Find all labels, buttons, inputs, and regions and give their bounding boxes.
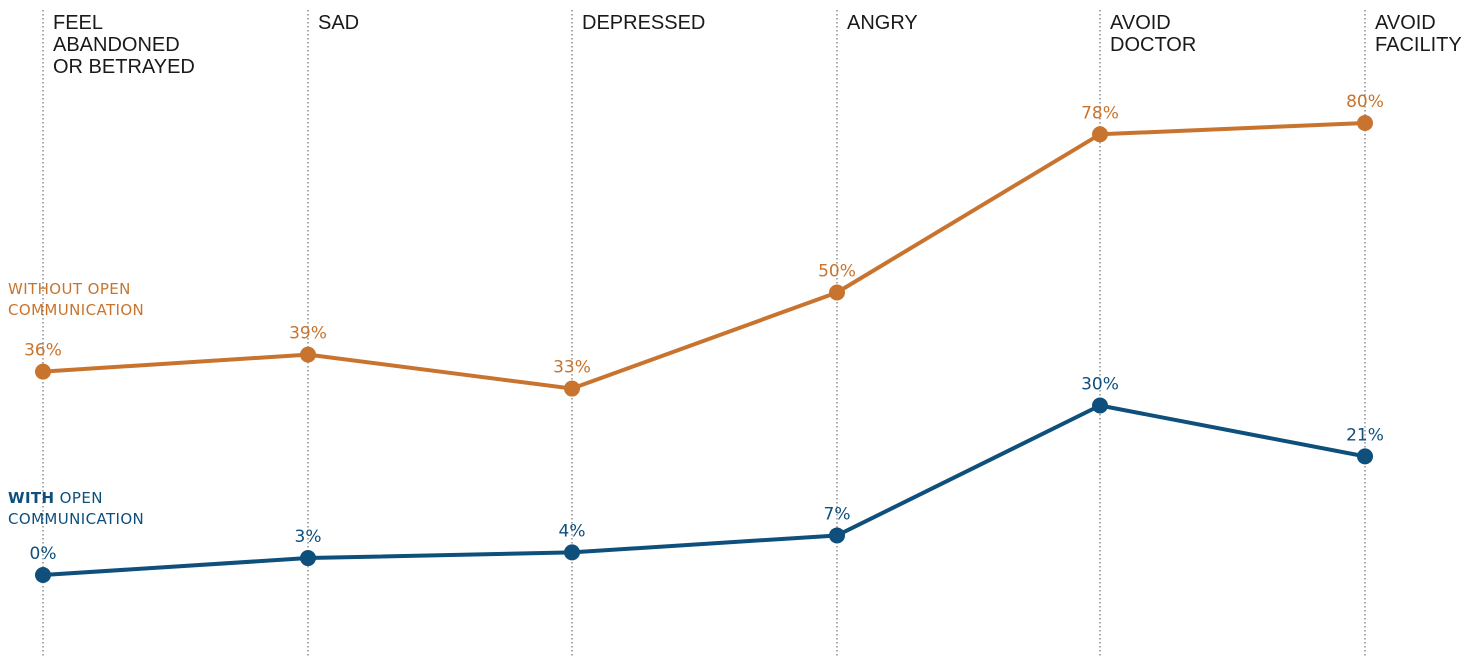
series-line (42, 403, 1366, 577)
category-label: AVOID FACILITY (1375, 12, 1462, 56)
value-label: 78% (1081, 103, 1119, 123)
category-labels: FEEL ABANDONED OR BETRAYED SAD DEPRESSED ANGR… (53, 12, 1462, 78)
value-label: 33% (553, 358, 591, 378)
series-lines (42, 121, 1366, 577)
data-point (1092, 397, 1108, 414)
value-label: 80% (1346, 92, 1384, 112)
data-point (1357, 115, 1373, 131)
category-label: AVOID DOCTOR (1110, 12, 1196, 56)
series-label: WITHOUT OPEN COMMUNICATION (8, 280, 144, 319)
series-points (35, 115, 1373, 583)
data-point (1357, 448, 1373, 465)
category-label: SAD (318, 12, 359, 34)
category-label: DEPRESSED (582, 12, 705, 34)
series-line (42, 121, 1366, 391)
data-point (829, 527, 845, 544)
data-point (35, 363, 51, 380)
value-label: 7% (824, 504, 851, 524)
data-point (829, 284, 845, 301)
value-label: 50% (818, 262, 856, 282)
series-labels: WITHOUT OPEN COMMUNICATION WITH OPEN COMMUN… (8, 280, 144, 528)
value-label: 39% (289, 324, 327, 344)
value-label: 36% (24, 341, 62, 361)
value-label: 0% (30, 544, 57, 564)
data-point (564, 544, 580, 561)
data-point (1092, 126, 1108, 143)
category-label: ANGRY (847, 12, 918, 34)
value-label: 21% (1346, 425, 1384, 445)
data-point (300, 550, 316, 567)
value-label: 4% (559, 521, 586, 541)
series-label: WITH OPEN COMMUNICATION (8, 489, 144, 528)
category-label: FEEL ABANDONED OR BETRAYED (53, 12, 195, 78)
data-point (564, 380, 580, 397)
value-label: 30% (1081, 375, 1119, 395)
value-labels: 36% 39% 33% 50% 78% 80% 0% 3% 4% 7% 30% 21% (24, 92, 1384, 564)
data-point (35, 567, 51, 583)
value-label: 3% (295, 527, 322, 547)
data-point (300, 346, 316, 363)
